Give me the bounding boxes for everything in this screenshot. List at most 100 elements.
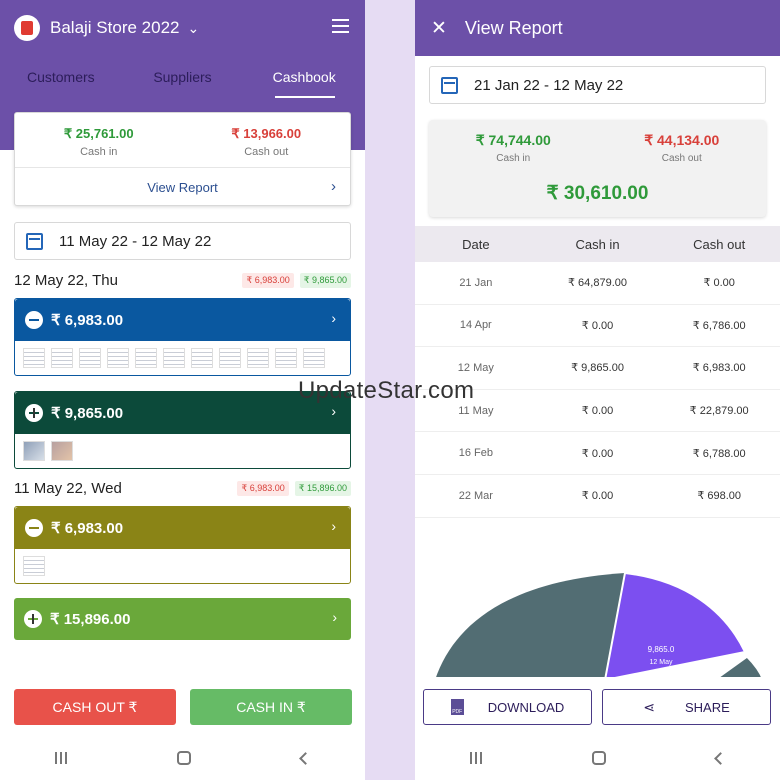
attachments [15,434,350,468]
chevron-down-icon[interactable]: ⌄ [187,19,200,36]
download-button[interactable]: PDF DOWNLOAD [423,689,592,725]
row-cash-out: ₹ 6,788.00 [692,447,746,460]
view-report-link[interactable]: View Report › [15,168,350,206]
attachment-thumbnail[interactable] [163,348,185,368]
tab-bar: Customers Suppliers Cashbook [0,60,365,100]
cashbook-screen: Balaji Store 2022 ⌄ Customers Suppliers … [0,0,365,780]
minus-circle-icon [25,311,43,329]
plus-circle-icon [24,610,42,628]
home-icon[interactable] [177,751,191,765]
store-title[interactable]: Balaji Store 2022 [50,18,180,37]
day-cash-in-badge: ₹ 15,896.00 [294,481,351,496]
cash-out-total: ₹ 13,966.00 [231,126,302,141]
plus-circle-icon [25,404,43,422]
home-icon[interactable] [592,751,606,765]
attachments [15,341,350,375]
watermark: UpdateStar.com [298,377,475,404]
calendar-icon [441,76,458,94]
close-icon[interactable]: ✕ [431,17,447,39]
row-cash-in: ₹ 64,879.00 [568,277,627,290]
book-icon[interactable] [14,15,40,41]
date-range-picker[interactable]: 11 May 22 - 12 May 22 [14,222,351,260]
entry-bar[interactable]: ₹ 9,865.00 › [15,392,350,434]
column-header-date: Date [462,236,490,252]
pie-slice[interactable] [603,571,747,680]
table-row: 21 Jan ₹ 64,879.00 ₹ 0.00 [415,262,780,305]
tab-customers[interactable]: Customers [26,69,95,85]
entry-card[interactable]: ₹ 9,865.00 › [14,391,351,469]
attachment-thumbnail[interactable] [135,348,157,368]
chevron-right-icon: › [331,403,336,419]
net-balance: ₹ 30,610.00 [546,183,649,204]
recent-apps-icon[interactable] [470,752,482,764]
entry-amount: ₹ 9,865.00 [51,405,124,422]
attachment-thumbnail[interactable] [219,348,241,368]
entry-amount: ₹ 15,896.00 [50,611,131,628]
pie-value-label: 9,865.0 [648,645,675,654]
entry-bar[interactable]: ₹ 15,896.00 › [14,598,351,640]
row-cash-in: ₹ 0.00 [581,405,614,418]
day-header: 12 May 22, Thu ₹ 6,983.00 ₹ 9,865.00 [14,272,351,289]
view-report-screen: ✕ View Report 21 Jan 22 - 12 May 22 ₹ 74… [415,0,780,780]
entry-bar[interactable]: ₹ 6,983.00 › [15,507,350,549]
cash-in-button[interactable]: CASH IN ₹ [190,689,352,725]
entry-card[interactable]: ₹ 6,983.00 › [14,506,351,584]
view-report-label: View Report [147,179,218,195]
back-icon[interactable] [299,751,312,765]
day-header: 11 May 22, Wed ₹ 6,983.00 ₹ 15,896.00 [14,480,351,497]
report-table: Date Cash in Cash out 21 Jan ₹ 64,879.00… [415,226,780,518]
share-icon: ⋖ [643,698,655,715]
row-date: 21 Jan [459,276,493,289]
cash-out-button[interactable]: CASH OUT ₹ [14,689,176,725]
attachment-thumbnail[interactable] [107,348,129,368]
date-range-text: 21 Jan 22 - 12 May 22 [474,76,624,94]
calendar-icon [26,232,43,250]
table-row: 16 Feb ₹ 0.00 ₹ 6,788.00 [415,432,780,475]
system-nav-bar [415,742,780,774]
attachment-thumbnail[interactable] [51,348,73,368]
cash-in-label: Cash in [80,146,118,158]
share-button[interactable]: ⋖ SHARE [602,689,771,725]
row-cash-out: ₹ 22,879.00 [689,405,749,418]
tab-cashbook[interactable]: Cashbook [272,69,336,85]
entry-amount: ₹ 6,983.00 [51,312,124,329]
attachment-thumbnail[interactable] [23,348,45,368]
row-cash-in: ₹ 0.00 [581,490,614,503]
table-row: 14 Apr ₹ 0.00 ₹ 6,786.00 [415,305,780,348]
entry-bar[interactable]: ₹ 6,983.00 › [15,299,350,341]
attachment-thumbnail[interactable] [191,348,213,368]
attachment-thumbnail[interactable] [23,556,45,576]
system-nav-bar [0,742,365,774]
report-summary: ₹ 74,744.00 Cash in ₹ 44,134.00 Cash out… [429,120,766,217]
pie-slice[interactable] [713,656,764,680]
attachment-thumbnail[interactable] [275,348,297,368]
chevron-right-icon: › [332,609,337,625]
row-cash-in: ₹ 9,865.00 [571,362,624,375]
menu-icon[interactable] [332,19,349,33]
recent-apps-icon[interactable] [55,752,67,764]
day-cash-in-badge: ₹ 9,865.00 [299,273,351,288]
attachment-thumbnail[interactable] [303,348,325,368]
row-cash-in: ₹ 0.00 [581,319,614,332]
attachment-thumbnail[interactable] [79,348,101,368]
tab-suppliers[interactable]: Suppliers [153,69,212,85]
minus-circle-icon [25,519,43,537]
back-icon[interactable] [714,751,727,765]
day-title: 12 May 22, Thu [14,272,118,289]
cash-in-label: Cash in [496,153,531,164]
chevron-right-icon: › [331,178,336,195]
pie-slice[interactable] [435,573,625,680]
table-header: Date Cash in Cash out [415,226,780,262]
date-range-picker[interactable]: 21 Jan 22 - 12 May 22 [429,66,766,104]
entry-card[interactable]: ₹ 6,983.00 › [14,298,351,376]
table-row: 11 May ₹ 0.00 ₹ 22,879.00 [415,390,780,433]
report-header: ✕ View Report [415,0,780,56]
row-date: 16 Feb [458,447,493,460]
attachment-thumbnail[interactable] [23,441,45,461]
entry-card[interactable]: ₹ 15,896.00 › [14,598,351,640]
row-date: 22 Mar [458,489,493,502]
day-cash-out-badge: ₹ 6,983.00 [242,273,294,288]
attachment-thumbnail[interactable] [51,441,73,461]
attachment-thumbnail[interactable] [247,348,269,368]
row-cash-out: ₹ 6,983.00 [692,362,746,375]
